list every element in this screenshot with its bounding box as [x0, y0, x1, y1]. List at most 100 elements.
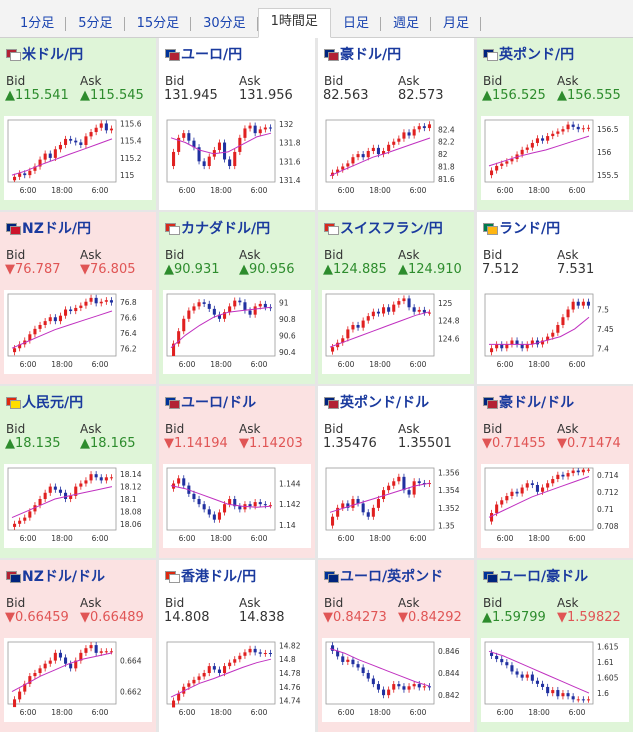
candle-body [248, 125, 252, 129]
price-chart[interactable]: 0.664 0.662 6:00 18:00 6:00 [4, 638, 152, 722]
candle-body [331, 347, 335, 352]
currency-tile[interactable]: 香港ドル/円 Bid Ask 14.808 14.838 14.82 14.8 14.78 14… [159, 560, 315, 732]
currency-tile[interactable]: ランド/円 Bid Ask 7.512 7.531 7.5 7.45 7.4 6:00 18:00… [477, 212, 633, 384]
price-chart[interactable]: 1.356 1.354 1.352 1.35 6:00 18:00 6:00 [322, 464, 470, 548]
currency-tile[interactable]: ユーロ/英ポンド Bid Ask ▼0.84273 ▼0.84292 0.846 0.844… [318, 560, 474, 732]
candle-body [351, 325, 355, 330]
currency-pair-title[interactable]: カナダドル/円 [165, 218, 270, 238]
tab-timeframe[interactable]: 15分足 [125, 11, 192, 37]
candle-body [263, 504, 267, 506]
candle-body [341, 338, 345, 343]
candle-body [217, 142, 221, 151]
price-chart[interactable]: 125 124.8 124.6 6:00 18:00 6:00 [322, 290, 470, 374]
currency-tile[interactable]: 英ポンド/円 Bid Ask ▲156.525 ▲156.555 156.5 156 155.… [477, 38, 633, 210]
currency-tile[interactable]: ユーロ/豪ドル Bid Ask ▲1.59799 ▼1.59822 1.615 1.61 1.… [477, 560, 633, 732]
chart-background [322, 116, 470, 200]
y-tick-label: 1.356 [438, 468, 460, 477]
price-chart[interactable]: 0.846 0.844 0.842 6:00 18:00 6:00 [322, 638, 470, 722]
currency-pair-title[interactable]: スイスフラン/円 [324, 218, 443, 238]
currency-pair-title[interactable]: NZドル/ドル [6, 566, 105, 586]
candle-body [238, 655, 242, 660]
y-tick-label: 81.6 [438, 175, 455, 184]
currency-pair-title[interactable]: NZドル/円 [6, 218, 91, 238]
currency-tile[interactable]: 豪ドル/ドル Bid Ask ▼0.71455 ▼0.71474 0.714 0.712 0.… [477, 386, 633, 558]
currency-pair-title[interactable]: ユーロ/円 [165, 44, 242, 64]
bid-direction-icon: ▼ [5, 610, 15, 625]
y-tick-label: 1.142 [279, 500, 301, 509]
currency-pair-title[interactable]: 英ポンド/ドル [324, 392, 429, 412]
candle-body [336, 507, 340, 517]
candle-body [202, 673, 206, 677]
currency-tile[interactable]: 豪ドル/円 Bid Ask 82.563 82.573 82.4 82.2 82 81.8 81.… [318, 38, 474, 210]
moving-average-line [11, 652, 113, 693]
candle-body [223, 504, 227, 513]
currency-tile[interactable]: NZドル/円 Bid Ask ▼76.787 ▼76.805 76.8 76.6 76.4 76… [0, 212, 156, 384]
price-chart[interactable]: 132 131.8 131.6 131.4 6:00 18:00 6:00 [163, 116, 311, 200]
price-chart[interactable]: 91 90.8 90.6 90.4 6:00 18:00 6:00 [163, 290, 311, 374]
price-chart[interactable]: 1.144 1.142 1.14 6:00 18:00 6:00 [163, 464, 311, 548]
currency-tile[interactable]: スイスフラン/円 Bid Ask ▲124.885 ▲124.910 125 124.8 12… [318, 212, 474, 384]
x-tick-label: 18:00 [369, 360, 391, 369]
price-chart[interactable]: 82.4 82.2 82 81.8 81.6 6:00 18:00 6:00 [322, 116, 470, 200]
ask-label: Ask [239, 422, 261, 436]
currency-tile[interactable]: 米ドル/円 Bid Ask ▲115.541 ▲115.545 115.6 115.4 115… [0, 38, 156, 210]
bid-price: ▲156.525 [482, 88, 546, 103]
price-chart[interactable]: 7.5 7.45 7.4 6:00 18:00 6:00 [481, 290, 629, 374]
tab-timeframe[interactable]: 5分足 [66, 11, 125, 37]
bid-direction-icon: ▲ [482, 88, 492, 103]
tab-timeframe[interactable]: 日足 [331, 11, 381, 37]
price-chart[interactable]: 14.82 14.8 14.78 14.76 14.74 6:00 18:00 6:00 [163, 638, 311, 722]
currency-pair-title[interactable]: 米ドル/円 [6, 44, 83, 64]
price-chart[interactable]: 18.14 18.12 18.1 18.08 18.06 6:00 18:00 6:00 [4, 464, 152, 548]
price-chart[interactable]: 1.615 1.61 1.605 1.6 6:00 18:00 6:00 [481, 638, 629, 722]
candle-body [361, 503, 365, 513]
currency-tile[interactable]: ユーロ/円 Bid Ask 131.945 131.956 132 131.8 131.6 13… [159, 38, 315, 210]
ask-direction-icon: ▼ [239, 436, 249, 451]
currency-pair-title[interactable]: 豪ドル/ドル [483, 392, 574, 412]
bid-direction-icon: ▼ [323, 610, 333, 625]
candle-body [366, 673, 370, 679]
bid-direction-icon: ▲ [164, 262, 174, 277]
y-tick-label: 0.842 [438, 691, 460, 700]
currency-tile[interactable]: カナダドル/円 Bid Ask ▲90.931 ▲90.956 91 90.8 90.6 90.… [159, 212, 315, 384]
currency-tile[interactable]: NZドル/ドル Bid Ask ▼0.66459 ▼0.66489 0.664 0.662 6… [0, 560, 156, 732]
currency-pair-title[interactable]: 人民元/円 [6, 392, 83, 412]
candle-body [182, 478, 186, 486]
price-chart[interactable]: 156.5 156 155.5 6:00 18:00 6:00 [481, 116, 629, 200]
currency-pair-title[interactable]: 豪ドル/円 [324, 44, 401, 64]
price-chart[interactable]: 76.8 76.6 76.4 76.2 6:00 18:00 6:00 [4, 290, 152, 374]
tab-timeframe[interactable]: 30分足 [191, 11, 258, 37]
y-tick-label: 156.5 [597, 125, 619, 134]
tab-timeframe[interactable]: 1時間足 [257, 8, 331, 38]
candle-body [43, 153, 47, 160]
y-tick-label: 1.35 [438, 522, 455, 531]
tab-timeframe[interactable]: 月足 [431, 11, 481, 37]
candle-body [382, 490, 386, 499]
tab-timeframe[interactable]: 週足 [381, 11, 431, 37]
candle-body [402, 298, 406, 302]
currency-pair-title[interactable]: ユーロ/英ポンド [324, 566, 443, 586]
currency-pair-title[interactable]: ランド/円 [483, 218, 560, 238]
bid-price: ▼76.787 [5, 262, 61, 277]
price-chart[interactable]: 0.714 0.712 0.71 0.708 6:00 18:00 6:00 [481, 464, 629, 548]
candle-body [18, 691, 22, 700]
candle-body [581, 301, 585, 306]
tab-timeframe[interactable]: 1分足 [8, 11, 67, 37]
candle-body [79, 305, 83, 308]
currency-pair-title[interactable]: 英ポンド/円 [483, 44, 574, 64]
bid-price: 131.945 [164, 88, 218, 103]
currency-pair-title[interactable]: ユーロ/豪ドル [483, 566, 588, 586]
candle-body [427, 686, 431, 688]
y-tick-label: 131.4 [279, 176, 301, 185]
x-tick-label: 6:00 [92, 534, 109, 543]
candle-body [576, 126, 580, 130]
candle-body [336, 169, 340, 173]
currency-tile[interactable]: ユーロ/ドル Bid Ask ▼1.14194 ▼1.14203 1.144 1.142 1.… [159, 386, 315, 558]
y-tick-label: 1.605 [597, 674, 619, 683]
currency-tile[interactable]: 人民元/円 Bid Ask ▲18.135 ▲18.165 18.14 18.12 18.1 1… [0, 386, 156, 558]
candle-body [228, 159, 232, 167]
currency-pair-title[interactable]: ユーロ/ドル [165, 392, 256, 412]
currency-tile[interactable]: 英ポンド/ドル Bid Ask 1.35476 1.35501 1.356 1.354 1.3… [318, 386, 474, 558]
price-chart[interactable]: 115.6 115.4 115.2 115 6:00 18:00 6:00 [4, 116, 152, 200]
currency-pair-title[interactable]: 香港ドル/円 [165, 566, 256, 586]
